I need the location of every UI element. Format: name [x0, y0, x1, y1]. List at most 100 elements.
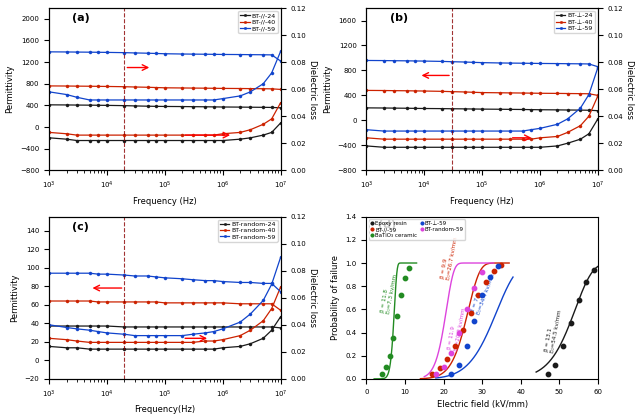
BT-⊥-59	[438, 59, 445, 64]
BT-⊥-59	[506, 60, 513, 66]
BT-//-59	[152, 51, 160, 56]
BT-//-24	[131, 103, 138, 108]
BT-//-59	[45, 49, 53, 54]
BT-⊥-24	[448, 106, 456, 111]
BT-//-59	[94, 50, 102, 55]
BT-random-59	[219, 279, 227, 284]
BT-⊥-24	[496, 107, 504, 112]
Line: BT-random-59: BT-random-59	[48, 272, 282, 293]
BT-random-59	[161, 276, 169, 281]
BT-//-24	[246, 105, 254, 110]
Y-axis label: Permittivity: Permittivity	[323, 65, 332, 113]
BT-⊥-40	[390, 88, 398, 93]
BT-//-59	[259, 52, 267, 57]
BT-//-59	[143, 51, 151, 56]
BT-//-40	[276, 87, 284, 92]
Legend: Epoxy resin, BT-//-59, BaTiO₃ ceramic, BT-⊥-59, BT-random-59: Epoxy resin, BT-//-59, BaTiO₃ ceramic, B…	[369, 219, 465, 240]
BT-//-59	[73, 50, 81, 55]
BT-//-59	[179, 52, 186, 57]
BT-random-59	[86, 270, 93, 276]
BT-⊥-24	[506, 107, 513, 112]
Legend: BT-random-24, BT-random-40, BT-random-59: BT-random-24, BT-random-40, BT-random-59	[218, 220, 278, 241]
BT-⊥-59	[477, 292, 487, 299]
BT-⊥-59	[403, 58, 411, 63]
BT-//-40	[246, 86, 254, 91]
X-axis label: Frequency (Hz): Frequency (Hz)	[133, 197, 196, 206]
BT-random-59	[246, 280, 254, 285]
BT-⊥-40	[469, 90, 477, 95]
BT-⊥-40	[380, 88, 388, 93]
BT-⊥-40	[527, 91, 535, 96]
BT-//-59	[202, 52, 209, 57]
BT-random-24	[63, 323, 70, 328]
BT-//-59	[450, 343, 460, 350]
BaTiO₃ ceramic	[388, 335, 399, 342]
BT-//-59	[161, 51, 169, 56]
BT-random-40	[210, 300, 218, 305]
BT-random-59	[179, 276, 186, 281]
BT-random-24	[152, 324, 160, 329]
BT-⊥-24	[469, 107, 477, 112]
BT-⊥-40	[506, 90, 513, 95]
Text: β = 11.8
E₀=7.3 kv/mm: β = 11.8 E₀=7.3 kv/mm	[380, 273, 397, 314]
Epoxy resin	[589, 267, 599, 273]
BT-//-24	[103, 103, 111, 108]
BT-random-59	[469, 285, 479, 292]
BT-//-40	[202, 86, 209, 91]
BT-//-24	[259, 105, 267, 110]
BT-//-24	[73, 102, 81, 108]
BT-random-59	[63, 270, 70, 276]
Text: β = 11.9
E₀=20.9 kv/mm: β = 11.9 E₀=20.9 kv/mm	[447, 306, 466, 351]
BT-⊥-40	[536, 91, 544, 96]
BT-random-24	[210, 324, 218, 329]
BaTiO₃ ceramic	[385, 352, 395, 359]
BT-⊥-40	[363, 88, 371, 93]
BT-//-40	[161, 85, 169, 90]
BaTiO₃ ceramic	[381, 364, 391, 370]
BT-//-59	[435, 365, 445, 372]
BT-random-40	[103, 299, 111, 304]
BT-//-59	[458, 327, 468, 333]
BT-//-59	[131, 50, 138, 55]
BT-random-59	[461, 306, 472, 313]
BT-//-24	[63, 102, 70, 108]
BaTiO₃ ceramic	[377, 371, 387, 378]
BT-⊥-24	[536, 107, 544, 112]
BT-⊥-40	[438, 89, 445, 94]
BT-⊥-59	[390, 58, 398, 63]
BT-⊥-24	[412, 106, 419, 111]
BT-//-59	[481, 278, 491, 285]
BT-⊥-40	[577, 91, 584, 96]
Y-axis label: Dielectric loss: Dielectric loss	[308, 268, 317, 327]
BT-random-40	[143, 299, 151, 304]
BT-random-59	[210, 278, 218, 283]
Epoxy resin	[566, 320, 576, 327]
BT-random-40	[259, 301, 267, 306]
BT-//-24	[143, 104, 151, 109]
BT-random-59	[446, 350, 456, 357]
BT-random-40	[152, 299, 160, 304]
Line: BT-random-24: BT-random-24	[48, 325, 282, 329]
BT-//-40	[210, 86, 218, 91]
BT-random-24	[246, 324, 254, 329]
BT-random-24	[45, 323, 53, 328]
BT-//-59	[219, 52, 227, 57]
BT-random-40	[161, 300, 169, 305]
BT-//-59	[276, 58, 284, 63]
BT-⊥-59	[554, 61, 561, 66]
BT-random-24	[103, 323, 111, 328]
BT-//-24	[202, 104, 209, 109]
BT-//-40	[189, 86, 196, 91]
BT-random-40	[246, 301, 254, 306]
BT-random-59	[477, 269, 487, 276]
Line: BT-⊥-24: BT-⊥-24	[365, 106, 600, 112]
BT-random-40	[131, 299, 138, 304]
BT-//-40	[63, 84, 70, 89]
BT-random-40	[45, 299, 53, 304]
BT-//-59	[63, 50, 70, 55]
BT-⊥-59	[527, 61, 535, 66]
BT-⊥-59	[412, 58, 419, 63]
BT-⊥-59	[519, 60, 527, 66]
BT-random-59	[152, 274, 160, 279]
BT-⊥-40	[554, 91, 561, 96]
